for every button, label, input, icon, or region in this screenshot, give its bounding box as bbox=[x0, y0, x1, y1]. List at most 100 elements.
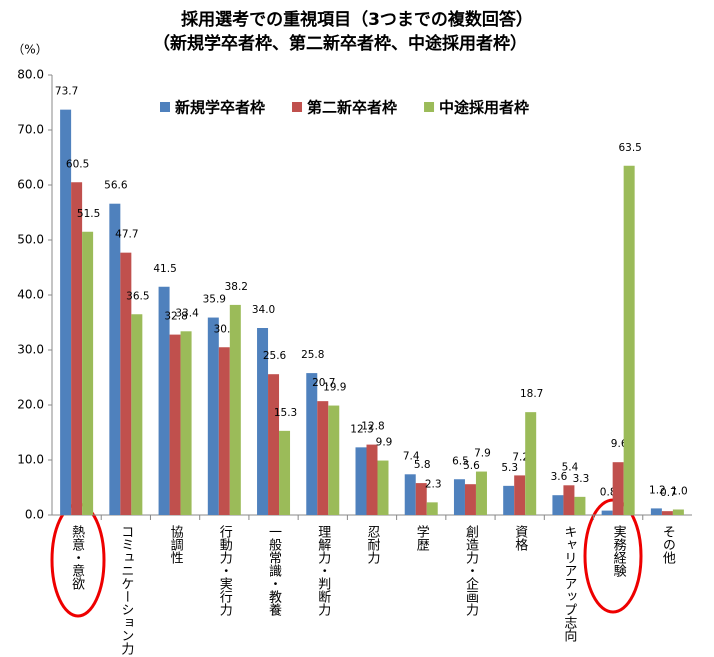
value-label: 9.9 bbox=[376, 437, 393, 449]
value-label: 0.8 bbox=[600, 487, 617, 499]
bar bbox=[120, 252, 132, 515]
value-label: 41.5 bbox=[153, 263, 176, 275]
bar bbox=[552, 495, 564, 515]
value-label: 7.2 bbox=[512, 451, 529, 463]
value-label: 60.5 bbox=[66, 158, 89, 170]
value-label: 35.9 bbox=[203, 294, 226, 306]
value-label: 1.2 bbox=[649, 484, 666, 496]
bar bbox=[514, 475, 526, 515]
bar bbox=[661, 511, 673, 515]
bar bbox=[404, 474, 416, 515]
x-tick-label: 実務経験 bbox=[611, 524, 627, 578]
legend-label: 新規学卒者枠 bbox=[175, 99, 265, 117]
x-tick-label: キャリアアップ志向 bbox=[561, 525, 577, 642]
value-label: 34.0 bbox=[252, 304, 275, 316]
bar bbox=[180, 331, 192, 515]
bar bbox=[328, 405, 340, 515]
legend-swatch bbox=[160, 102, 170, 112]
x-tick-label: その他 bbox=[660, 525, 676, 565]
bar bbox=[279, 430, 291, 515]
value-label: 51.5 bbox=[77, 208, 100, 220]
y-tick-label: 0.0 bbox=[25, 508, 44, 522]
bar bbox=[317, 401, 329, 515]
value-label: 19.9 bbox=[323, 382, 346, 394]
bar bbox=[268, 374, 280, 515]
y-tick-label: 40.0 bbox=[17, 288, 44, 302]
x-tick-label: 熱意・意欲 bbox=[69, 525, 85, 590]
value-label: 5.3 bbox=[501, 462, 518, 474]
bar bbox=[672, 509, 684, 515]
bar bbox=[60, 109, 72, 516]
legend-swatch bbox=[424, 102, 435, 112]
value-label: 33.4 bbox=[175, 307, 199, 319]
bar bbox=[650, 508, 662, 515]
bar bbox=[207, 317, 219, 515]
value-label: 2.3 bbox=[425, 478, 442, 490]
bar bbox=[464, 484, 476, 515]
bar bbox=[426, 502, 438, 515]
value-label: 56.6 bbox=[104, 180, 128, 192]
y-tick-label: 30.0 bbox=[17, 343, 44, 357]
bar bbox=[131, 314, 143, 515]
y-tick-label: 80.0 bbox=[17, 68, 44, 82]
bar bbox=[109, 203, 121, 515]
bar bbox=[475, 471, 487, 515]
value-label: 73.7 bbox=[55, 86, 78, 98]
bar bbox=[229, 304, 241, 515]
legend-label: 第二新卒者枠 bbox=[307, 99, 397, 117]
value-label: 3.3 bbox=[573, 473, 590, 485]
y-tick-label: 50.0 bbox=[17, 233, 44, 247]
bar bbox=[169, 334, 181, 515]
value-label: 20.7 bbox=[312, 377, 335, 389]
value-label: 15.3 bbox=[274, 407, 297, 419]
bar bbox=[82, 231, 94, 515]
bar bbox=[366, 444, 378, 515]
bar bbox=[525, 412, 537, 515]
bar bbox=[218, 347, 230, 515]
legend-label: 中途採用者枠 bbox=[439, 99, 529, 117]
x-tick-label: コミュニケーション力 bbox=[118, 525, 134, 656]
value-label: 25.8 bbox=[301, 349, 324, 361]
value-label: 1.0 bbox=[671, 486, 688, 498]
bar bbox=[453, 479, 465, 515]
y-tick-label: 70.0 bbox=[17, 123, 44, 137]
x-tick-label: 資格 bbox=[512, 525, 528, 551]
bar bbox=[601, 510, 613, 515]
value-label: 38.2 bbox=[225, 281, 248, 293]
bar bbox=[612, 462, 624, 515]
value-label: 18.7 bbox=[520, 388, 543, 400]
chart-title: 採用選考での重視項目（3つまでの複数回答） bbox=[181, 9, 533, 30]
value-label: 47.7 bbox=[115, 229, 138, 241]
value-label: 12.8 bbox=[361, 421, 384, 433]
y-tick-label: 20.0 bbox=[17, 398, 44, 412]
y-axis-label: （%） bbox=[12, 43, 47, 57]
value-label: 12.3 bbox=[350, 423, 373, 435]
value-label: 6.5 bbox=[452, 455, 469, 467]
bar bbox=[306, 373, 318, 515]
x-tick-label: 協調性 bbox=[168, 525, 184, 564]
value-label: 5.4 bbox=[562, 461, 579, 473]
value-label: 5.8 bbox=[414, 459, 431, 471]
bar bbox=[71, 182, 83, 515]
value-label: 5.6 bbox=[463, 460, 480, 472]
x-tick-label: 忍耐力 bbox=[365, 525, 381, 565]
value-label: 25.6 bbox=[263, 350, 287, 362]
chart-subtitle: （新規学卒者枠、第二新卒者枠、中途採用者枠） bbox=[153, 33, 527, 54]
value-label: 7.4 bbox=[403, 450, 420, 462]
bar bbox=[355, 447, 367, 515]
legend-swatch bbox=[292, 102, 303, 112]
x-tick-label: 理解力・判断力 bbox=[315, 525, 331, 617]
bar bbox=[623, 165, 635, 515]
bar bbox=[377, 460, 389, 515]
value-label: 3.6 bbox=[551, 471, 568, 483]
value-label: 9.6 bbox=[611, 438, 628, 450]
bar bbox=[158, 286, 170, 515]
value-label: 63.5 bbox=[618, 142, 641, 154]
bar bbox=[503, 485, 515, 515]
bar bbox=[257, 328, 269, 515]
x-tick-label: 行動力・実行力 bbox=[217, 525, 233, 617]
value-label: 36.5 bbox=[126, 290, 149, 302]
value-label: 7.9 bbox=[474, 448, 491, 460]
value-label: 32.8 bbox=[164, 311, 187, 323]
